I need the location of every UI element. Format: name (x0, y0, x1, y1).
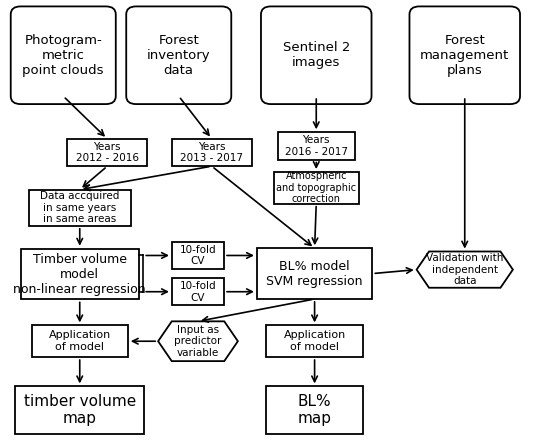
Text: Validation with
independent
data: Validation with independent data (426, 253, 503, 286)
Bar (257, 248, 372, 299)
Text: Forest
inventory
data: Forest inventory data (147, 34, 211, 77)
Text: BL% model
SVM regression: BL% model SVM regression (266, 259, 363, 288)
Text: BL%
map: BL% map (298, 394, 332, 427)
Bar (172, 139, 252, 166)
Bar (31, 325, 128, 357)
Text: Data accquired
in same years
in same areas: Data accquired in same years in same are… (40, 191, 119, 225)
Polygon shape (158, 321, 238, 361)
Text: Photogram-
metric
point clouds: Photogram- metric point clouds (23, 34, 104, 77)
Bar (67, 139, 147, 166)
Text: 10-fold
CV: 10-fold CV (180, 281, 216, 302)
Text: Years
2013 - 2017: Years 2013 - 2017 (180, 142, 243, 163)
Text: Input as
predictor
variable: Input as predictor variable (174, 324, 222, 358)
FancyBboxPatch shape (261, 7, 372, 104)
Bar (20, 248, 139, 300)
FancyBboxPatch shape (126, 7, 231, 104)
Text: Application
of model: Application of model (48, 331, 111, 352)
Text: Timber volume
model
non-linear regression: Timber volume model non-linear regressio… (13, 252, 146, 296)
FancyBboxPatch shape (409, 7, 520, 104)
FancyBboxPatch shape (11, 7, 116, 104)
Bar (266, 386, 363, 434)
Bar (266, 325, 363, 357)
Bar (278, 132, 355, 160)
Bar (29, 190, 131, 226)
Bar (172, 278, 224, 305)
Text: timber volume
map: timber volume map (24, 394, 136, 427)
Text: Years
2016 - 2017: Years 2016 - 2017 (285, 135, 348, 156)
Text: Sentinel 2
images: Sentinel 2 images (283, 41, 350, 69)
Bar (273, 172, 359, 204)
Text: Years
2012 - 2016: Years 2012 - 2016 (76, 142, 139, 163)
Text: Application
of model: Application of model (283, 331, 346, 352)
Text: Atmospheric
and topographic
correction: Atmospheric and topographic correction (276, 171, 356, 205)
Text: 10-fold
CV: 10-fold CV (180, 245, 216, 266)
Text: Forest
management
plans: Forest management plans (420, 34, 509, 77)
Bar (15, 386, 144, 434)
Bar (172, 242, 224, 269)
Polygon shape (417, 251, 513, 288)
